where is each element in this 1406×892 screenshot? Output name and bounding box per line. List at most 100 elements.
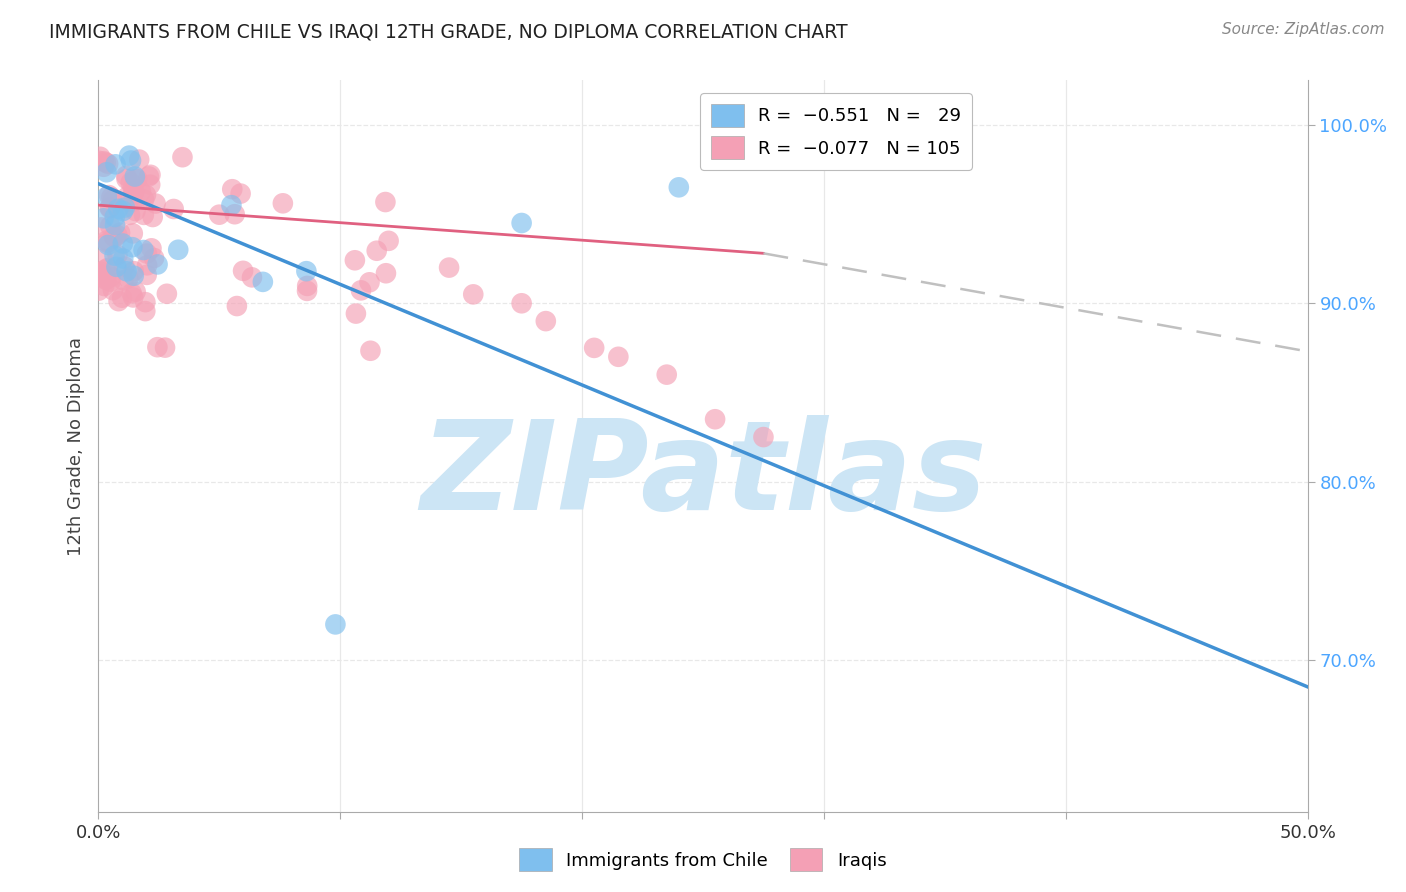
- Point: [93, 154, 115, 169]
- Point: [91, 252, 114, 266]
- Point: [93, 279, 115, 293]
- Point: [122, 268, 145, 283]
- Point: [100, 275, 122, 289]
- Point: [607, 350, 630, 364]
- Point: [120, 153, 142, 168]
- Point: [100, 190, 122, 204]
- Point: [374, 194, 396, 209]
- Point: [136, 246, 159, 260]
- Point: [96, 234, 118, 248]
- Point: [117, 189, 139, 203]
- Point: [124, 169, 146, 184]
- Point: [112, 273, 135, 287]
- Point: [344, 307, 367, 321]
- Y-axis label: 12th Grade, No Diploma: 12th Grade, No Diploma: [66, 336, 84, 556]
- Point: [124, 172, 146, 186]
- Point: [325, 617, 347, 632]
- Point: [668, 180, 690, 194]
- Point: [89, 150, 111, 164]
- Point: [121, 240, 143, 254]
- Point: [343, 253, 366, 268]
- Point: [93, 211, 115, 226]
- Point: [96, 272, 118, 286]
- Point: [121, 227, 143, 241]
- Point: [112, 252, 135, 266]
- Point: [104, 157, 127, 171]
- Point: [167, 243, 190, 257]
- Point: [115, 169, 138, 183]
- Point: [103, 249, 125, 263]
- Point: [114, 260, 136, 274]
- Point: [98, 201, 121, 215]
- Point: [96, 189, 118, 203]
- Point: [90, 220, 112, 235]
- Point: [359, 275, 381, 289]
- Point: [139, 168, 162, 182]
- Point: [172, 150, 194, 164]
- Point: [135, 187, 157, 202]
- Point: [132, 243, 155, 257]
- Point: [104, 218, 127, 232]
- Point: [114, 201, 136, 215]
- Point: [295, 284, 318, 298]
- Point: [100, 269, 122, 284]
- Point: [120, 176, 142, 190]
- Point: [136, 258, 159, 272]
- Point: [655, 368, 678, 382]
- Point: [96, 165, 118, 179]
- Point: [225, 299, 247, 313]
- Point: [146, 257, 169, 271]
- Point: [138, 169, 160, 184]
- Point: [98, 219, 121, 233]
- Point: [118, 194, 141, 208]
- Text: Source: ZipAtlas.com: Source: ZipAtlas.com: [1222, 22, 1385, 37]
- Point: [704, 412, 727, 426]
- Point: [107, 294, 129, 309]
- Point: [141, 241, 163, 255]
- Point: [156, 286, 179, 301]
- Point: [366, 244, 388, 258]
- Point: [94, 262, 117, 277]
- Point: [232, 264, 254, 278]
- Point: [295, 264, 318, 278]
- Point: [139, 178, 162, 192]
- Text: ZIPatlas: ZIPatlas: [420, 415, 986, 536]
- Point: [510, 216, 533, 230]
- Point: [752, 430, 775, 444]
- Point: [98, 201, 121, 215]
- Point: [124, 204, 146, 219]
- Point: [377, 234, 399, 248]
- Point: [122, 186, 145, 201]
- Point: [229, 186, 252, 201]
- Point: [117, 271, 139, 285]
- Point: [122, 264, 145, 278]
- Point: [111, 236, 134, 251]
- Point: [101, 193, 124, 207]
- Point: [224, 207, 246, 221]
- Point: [463, 287, 485, 301]
- Point: [89, 268, 111, 282]
- Point: [142, 210, 165, 224]
- Point: [271, 196, 294, 211]
- Point: [118, 148, 141, 162]
- Point: [97, 238, 120, 252]
- Point: [121, 194, 143, 209]
- Point: [115, 264, 138, 278]
- Point: [143, 251, 166, 265]
- Point: [437, 260, 460, 275]
- Point: [121, 181, 143, 195]
- Point: [96, 235, 118, 250]
- Point: [583, 341, 606, 355]
- Point: [122, 290, 145, 304]
- Point: [124, 285, 146, 299]
- Point: [510, 296, 533, 310]
- Point: [94, 155, 117, 169]
- Point: [163, 202, 186, 216]
- Point: [295, 278, 318, 293]
- Point: [208, 208, 231, 222]
- Point: [534, 314, 557, 328]
- Point: [111, 204, 134, 219]
- Point: [118, 208, 141, 222]
- Point: [111, 291, 134, 305]
- Point: [127, 172, 149, 186]
